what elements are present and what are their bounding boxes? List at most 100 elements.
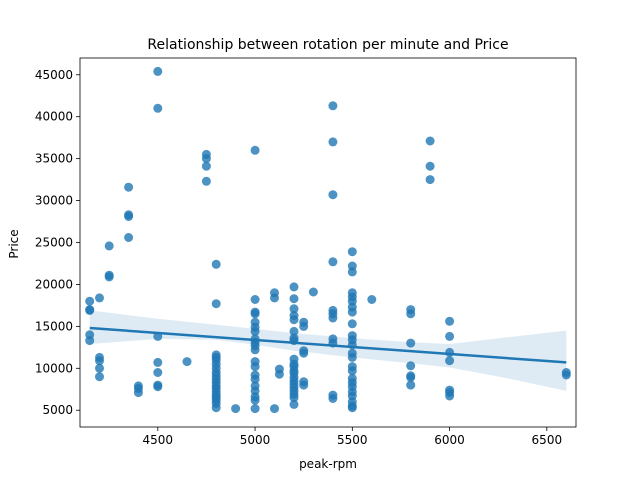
data-point (104, 241, 114, 251)
data-point (250, 326, 260, 336)
data-point (250, 404, 260, 414)
data-point (367, 295, 377, 304)
data-point (328, 313, 338, 323)
data-point (250, 374, 260, 384)
data-point (561, 370, 571, 380)
data-point (289, 304, 299, 314)
data-point (445, 391, 455, 401)
axes-layer: 4500 5000 5500 6000 6500 5000 10000 15000 20000 2… (35, 57, 577, 447)
data-point (347, 319, 357, 329)
data-point (328, 101, 338, 111)
data-point (347, 307, 357, 317)
data-point (299, 380, 309, 390)
data-point (85, 296, 95, 306)
data-point (182, 357, 192, 367)
data-point (328, 190, 338, 200)
data-point (328, 137, 338, 147)
y-axis-label: Price (7, 229, 21, 258)
y-tick-label: 10000 (35, 361, 73, 375)
confidence-band-layer (89, 310, 567, 391)
x-tick-label: 5500 (337, 433, 368, 447)
data-point (347, 403, 357, 413)
data-point (153, 103, 163, 113)
data-point (95, 356, 104, 366)
confidence-band (89, 310, 567, 391)
data-point (425, 136, 435, 146)
data-point (270, 293, 279, 303)
y-tick-label: 40000 (35, 110, 73, 124)
data-point (347, 366, 357, 376)
y-tick-label: 15000 (35, 319, 73, 333)
x-tick-label: 4500 (143, 433, 174, 447)
data-point (95, 363, 104, 373)
data-point (211, 259, 221, 269)
data-point (445, 356, 455, 366)
data-point (270, 404, 279, 414)
data-point (104, 272, 114, 282)
data-point (289, 393, 299, 403)
y-tick-label: 5000 (42, 403, 73, 417)
x-tick-label: 6000 (434, 433, 465, 447)
data-point (85, 336, 95, 346)
chart-title: Relationship between rotation per minute… (147, 37, 508, 53)
data-point (95, 293, 104, 303)
data-point (425, 161, 435, 171)
x-tick-label: 5000 (240, 433, 271, 447)
y-tick-label: 30000 (35, 194, 73, 208)
data-point (95, 372, 104, 382)
data-point (124, 212, 134, 221)
regression-line (89, 326, 567, 364)
data-point (153, 368, 163, 377)
y-tick-label: 25000 (35, 236, 73, 250)
data-point (406, 309, 416, 319)
y-tick-label: 20000 (35, 277, 73, 291)
data-point (289, 315, 299, 325)
y-tick-label: 35000 (35, 152, 73, 166)
data-point (124, 182, 134, 192)
y-tick-label: 45000 (35, 68, 73, 82)
x-tick-label: 6500 (532, 433, 563, 447)
data-point (201, 154, 211, 164)
data-point (406, 361, 416, 371)
data-point (289, 294, 299, 304)
data-point (425, 175, 435, 185)
data-point (289, 326, 299, 336)
data-point (211, 403, 221, 413)
data-point (328, 394, 338, 403)
data-point (445, 316, 455, 326)
data-point (250, 295, 260, 304)
data-point (153, 382, 163, 392)
regression-line-layer (89, 326, 567, 364)
data-point (85, 305, 95, 315)
data-point (274, 369, 284, 379)
data-point (250, 362, 260, 372)
x-axis-label: peak-rpm (299, 457, 357, 471)
data-point (299, 321, 309, 331)
data-point (445, 331, 455, 341)
data-point (347, 247, 357, 257)
data-point (299, 348, 309, 358)
data-point (406, 338, 416, 348)
points-layer (85, 66, 571, 414)
data-point (153, 66, 163, 76)
data-point (406, 373, 416, 382)
data-point (347, 352, 357, 362)
data-point (133, 388, 143, 398)
data-point (308, 287, 318, 297)
data-point (289, 282, 299, 292)
data-point (201, 176, 211, 186)
data-point (289, 399, 299, 409)
data-point (124, 233, 134, 242)
data-point (250, 145, 260, 155)
data-point (445, 347, 455, 357)
data-point (250, 309, 260, 319)
data-point (153, 357, 163, 367)
data-point (328, 257, 338, 267)
data-point (347, 267, 357, 277)
data-point (201, 161, 211, 171)
data-point (406, 380, 416, 390)
data-point (211, 299, 221, 309)
data-point (250, 345, 260, 355)
